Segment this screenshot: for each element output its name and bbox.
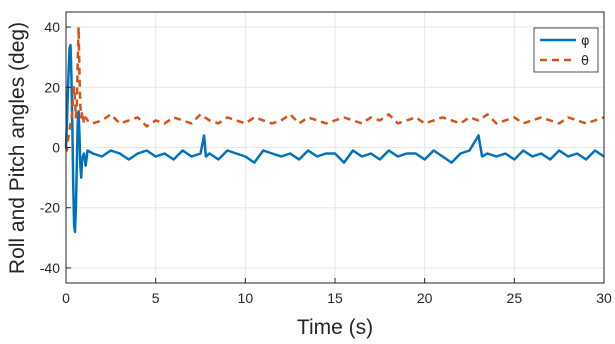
- series-line-phi: [64, 43, 605, 234]
- series-group: [64, 25, 605, 234]
- ticks: 0 5 10 15 20 25 30 -40 -20 0 20 40: [40, 19, 612, 306]
- x-tick-label: 15: [327, 290, 343, 306]
- x-tick-label: 20: [417, 290, 433, 306]
- legend: φ θ: [533, 27, 599, 73]
- x-tick-label: 10: [238, 290, 254, 306]
- y-tick-label: -40: [40, 260, 60, 276]
- series-line-theta: [64, 25, 605, 152]
- y-axis-label: Roll and Pitch angles (deg): [6, 22, 29, 274]
- x-tick-label: 30: [596, 290, 612, 306]
- y-tick-label: 40: [44, 19, 60, 35]
- y-tick-label: 0: [52, 140, 60, 156]
- legend-label-theta: θ: [581, 54, 589, 69]
- legend-box: [533, 27, 599, 73]
- grid: [65, 12, 605, 283]
- legend-label-phi: φ: [581, 34, 590, 49]
- x-axis-label: Time (s): [297, 316, 373, 339]
- x-tick-label: 5: [152, 290, 160, 306]
- y-tick-label: 20: [44, 79, 60, 95]
- x-tick-label: 0: [62, 290, 70, 306]
- y-tick-label: -20: [40, 200, 60, 216]
- x-tick-label: 25: [507, 290, 523, 306]
